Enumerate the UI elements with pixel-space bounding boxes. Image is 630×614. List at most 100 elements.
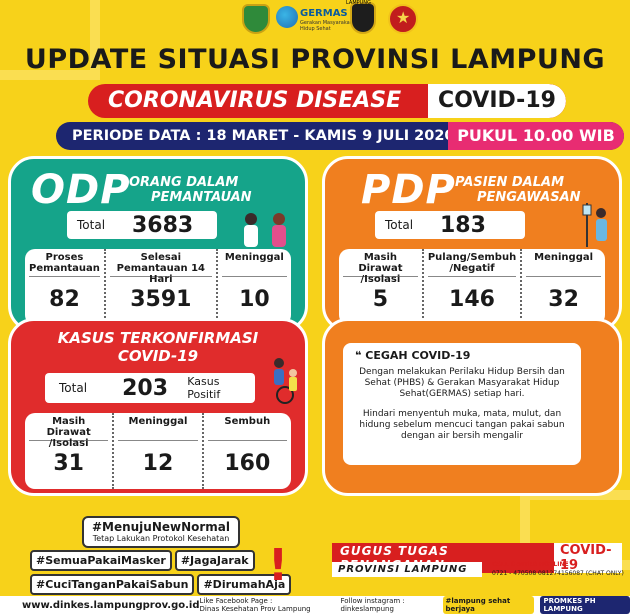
hashtag-main-sub: Tetap Lakukan Protokol Kesehatan [92,534,230,543]
period-banner: PERIODE DATA : 18 MARET - KAMIS 9 JULI 2… [56,122,624,150]
odp-stat-value: 82 [49,287,80,312]
odp-total-value: 3683 [132,212,194,238]
banner-disease-label: CORONAVIRUS DISEASE [108,88,402,113]
pdp-total-label: Total [385,218,414,232]
kasus-panel: KASUS TERKONFIRMASI COVID-19 Total 203 K… [8,318,308,496]
pdp-stat-value: 32 [548,287,579,312]
pdp-panel: PDP PASIEN DALAM PENGAWASAN Total 183 Ma… [322,156,622,332]
wheelchair-patient-icon [267,357,303,409]
cegah-paragraph-1: Dengan melakukan Perilaku Hidup Bersih d… [359,367,565,399]
germas-label: GERMAS [300,8,348,19]
pdp-name-line2: PENGAWASAN [477,190,581,205]
kasus-title-line1: KASUS TERKONFIRMASI [57,329,259,347]
facebook-label: Like Facebook Page : [199,597,273,605]
hashtag-tag: #SemuaPakaiMasker [30,550,172,571]
gugus-contact-label: CALL CENTER HOTLINE [492,561,569,568]
odp-code: ODP [31,167,131,213]
hashtag-row: #SemuaPakaiMasker #JagaJarak [30,550,270,571]
exclamation-icon: ! [268,540,289,591]
odp-stat-value: 3591 [130,287,192,312]
lampung-province-logo [242,4,270,34]
pdp-total-box: Total 183 [375,211,525,239]
kasus-stat-value: 31 [53,451,84,476]
pdp-stat-label: Masih Dirawat /Isolasi [343,249,418,285]
disease-banner: CORONAVIRUS DISEASE COVID-19 [88,84,566,118]
website-link[interactable]: www.dinkes.lampungprov.go.id [22,599,200,611]
odp-stat-proses: Proses Pemantauan 82 [25,249,104,325]
gugus-covid-label: COVID-19 [554,543,622,573]
iv-drip-patient-icon [581,199,611,249]
footer-badges: #lampung sehat berjaya PROMKES PH LAMPUN… [442,596,630,614]
facebook-info: Like Facebook Page : Dinas Kesehatan Pro… [200,597,335,613]
kasus-total-value: 203 [122,375,169,401]
odp-name-line1: ORANG DALAM [129,175,239,190]
tni-logo [388,4,418,34]
pdp-stat-value: 5 [372,287,389,312]
pdp-stats-table: Masih Dirawat /Isolasi 5 Pulang/Sembuh /… [339,249,605,325]
hashtag-tag: #CuciTanganPakaiSabun [30,574,195,595]
odp-stat-label: Meninggal [221,249,287,277]
period-label: PERIODE DATA : 18 MARET - KAMIS 9 JULI 2… [72,128,455,144]
instagram-label: Follow instagram : [340,597,405,605]
odp-total-box: Total 3683 [67,211,217,239]
kasus-stat-value: 12 [142,451,174,476]
kasus-total-label: Total [59,381,88,395]
doctor-consultation-icon [243,211,295,251]
cegah-heading: ❝ CEGAH COVID-19 [355,349,470,362]
pdp-total-value: 183 [440,212,486,238]
pdp-name: PASIEN DALAM PENGAWASAN [455,175,581,205]
kasus-positif-label: Kasus Positif [187,375,221,401]
kasus-total-box: Total 203 Kasus Positif [45,373,255,403]
hashtag-new-normal: #MenujuNewNormal Tetap Lakukan Protokol … [82,516,240,548]
kasus-stat-label: Sembuh [207,413,287,441]
kasus-title-line2: COVID-19 [117,347,199,365]
germas-sub-label: Gerakan Masyarakat Hidup Sehat [300,20,352,32]
odp-panel: ODP ORANG DALAM PEMANTAUAN Total 3683 Pr… [8,156,308,332]
footer-bar: www.dinkes.lampungprov.go.id Like Facebo… [0,596,630,614]
hashtag-main-text: #MenujuNewNormal [91,520,231,534]
pdp-name-line1: PASIEN DALAM [455,175,565,190]
hashtag-list: #SemuaPakaiMasker #JagaJarak #CuciTangan… [30,550,292,598]
odp-stats-table: Proses Pemantauan 82 Selesai Pemantauan … [25,249,291,325]
odp-total-label: Total [77,218,106,232]
background-decoration [0,0,100,80]
cegah-heading-text: CEGAH COVID-19 [365,349,471,362]
germas-logo [276,6,298,28]
gugus-contact-numbers: 0721 - 470508 081274156087 (CHAT ONLY) [492,570,624,577]
hashtag-tag: #JagaJarak [174,550,255,571]
polri-label: LAMPUNG [346,0,371,6]
lampung-sehat-badge: #lampung sehat berjaya [442,596,535,614]
odp-stat-selesai: Selesai Pemantauan 14 Hari 3591 [103,249,216,325]
pdp-stat-label: Pulang/Sembuh /Negatif [427,249,517,277]
instagram-info: Follow instagram : dinkeslampung [341,597,431,613]
facebook-page-link[interactable]: Dinas Kesehatan Prov Lampung [199,605,311,613]
pdp-stat-dirawat: Masih Dirawat /Isolasi 5 [339,249,422,325]
kasus-stat-sembuh: Sembuh 160 [201,413,291,489]
time-label: PUKUL 10.00 WIB [448,122,624,150]
pdp-code: PDP [361,167,456,213]
kasus-stat-dirawat: Masih Dirawat /Isolasi 31 [25,413,112,489]
kasus-stat-meninggal: Meninggal 12 [112,413,201,489]
banner-covid-label: COVID-19 [428,84,566,118]
hashtag-tag: #DirumahAja [197,574,292,595]
pdp-stat-label: Meninggal [526,249,602,277]
gugus-province: PROVINSI LAMPUNG [332,562,482,577]
polda-lampung-logo [350,2,376,34]
odp-stat-label: Proses Pemantauan [29,249,100,277]
odp-stat-label: Selesai Pemantauan 14 Hari [109,249,212,285]
odp-name: ORANG DALAM PEMANTAUAN [129,175,252,205]
page-title: UPDATE SITUASI PROVINSI LAMPUNG [24,44,606,75]
odp-stat-meninggal: Meninggal 10 [215,249,291,325]
kasus-stat-label: Meninggal [118,413,198,441]
quote-icon: ❝ [355,349,366,362]
odp-name-line2: PEMANTAUAN [151,190,252,205]
kasus-stat-label: Masih Dirawat /Isolasi [29,413,109,449]
gugus-tugas-block: GUGUS TUGAS PENANGANAN COVID-19 PROVINSI… [332,543,624,587]
cegah-paragraph-2: Hindari menyentuh muka, mata, mulut, dan… [359,409,565,441]
pdp-stat-value: 146 [449,287,495,312]
kasus-stat-value: 160 [224,451,271,476]
instagram-link[interactable]: dinkeslampung [340,605,394,613]
kasus-title: KASUS TERKONFIRMASI COVID-19 [11,329,305,365]
promkes-badge: PROMKES PH LAMPUNG [540,596,630,614]
pdp-stat-sembuh: Pulang/Sembuh /Negatif 146 [421,249,520,325]
